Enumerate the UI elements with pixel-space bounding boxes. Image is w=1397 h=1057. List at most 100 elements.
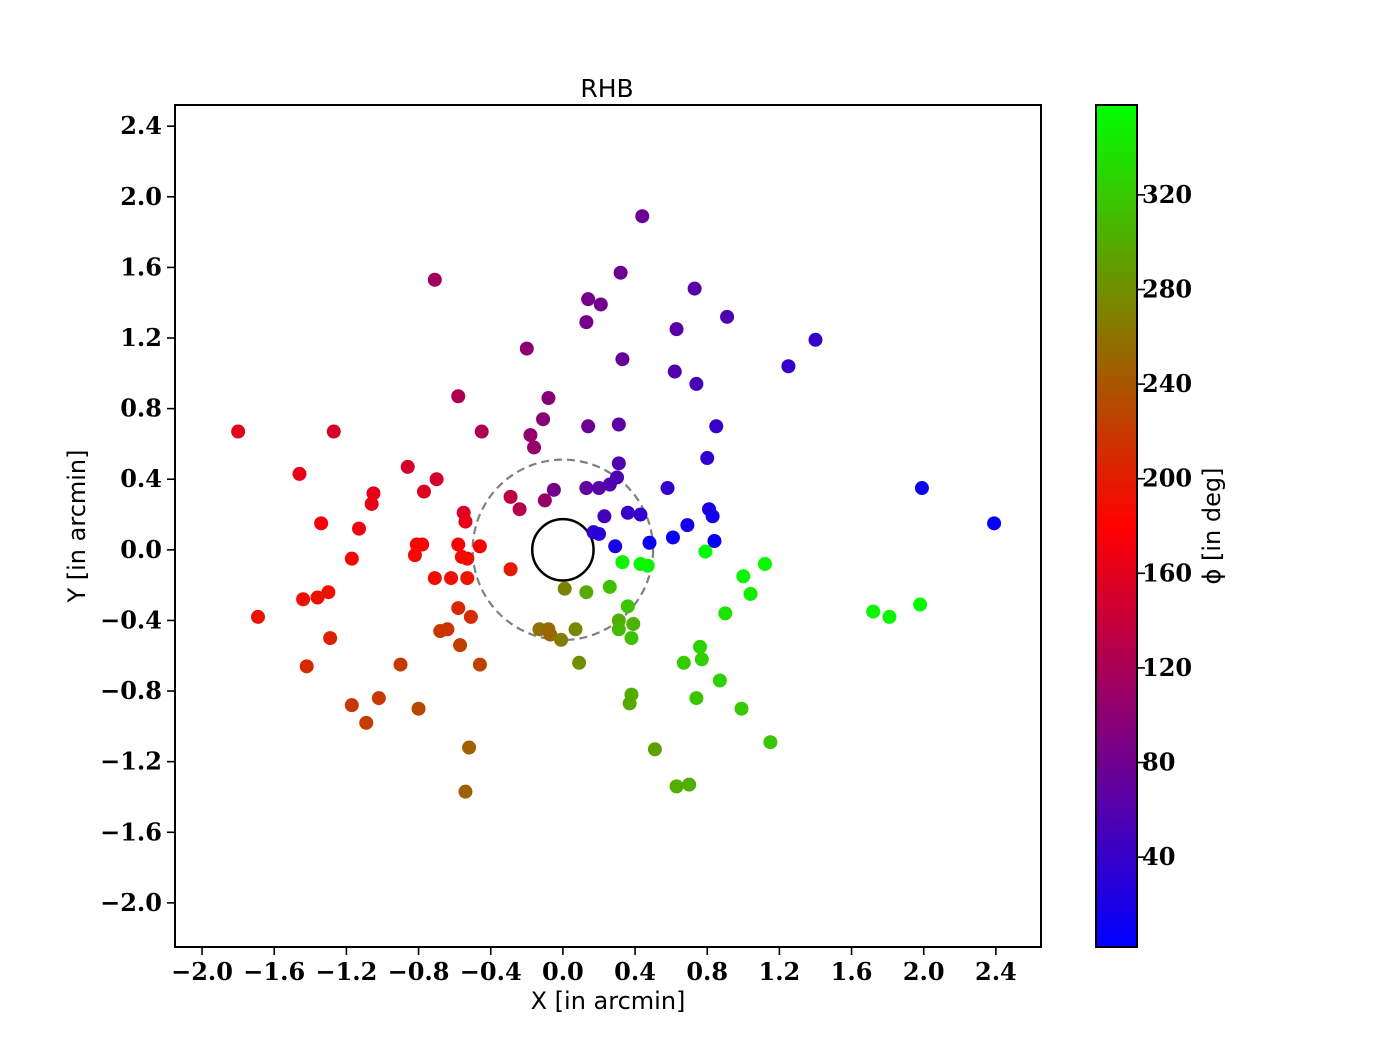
y-tick-label: 0.0 (120, 535, 162, 564)
y-axis-label: Y [in arcmin] (63, 449, 91, 603)
data-point (344, 698, 359, 713)
data-point (611, 456, 626, 471)
data-point (611, 417, 626, 432)
y-tick-label: −1.2 (100, 747, 162, 776)
colorbar: 40 80 120 160 200 240 280 320 ϕ [in deg] (1095, 104, 1226, 948)
x-axis-label: X [in arcmin] (531, 987, 686, 1015)
data-point (736, 569, 751, 584)
data-point (299, 659, 314, 674)
colorbar-tick-label: 240 (1142, 369, 1192, 398)
data-point (458, 514, 473, 529)
y-tick-label: 2.4 (120, 111, 162, 140)
data-point (608, 539, 623, 554)
data-point (757, 556, 772, 571)
x-tick-label: 2.4 (975, 957, 1017, 986)
data-point (613, 265, 628, 280)
data-points (231, 209, 1002, 799)
data-point (635, 209, 650, 224)
x-tick-label: 0.8 (686, 957, 728, 986)
data-point (231, 424, 246, 439)
y-tick-label: −2.0 (100, 888, 162, 917)
data-point (537, 493, 552, 508)
data-point (460, 571, 475, 586)
data-point (866, 604, 881, 619)
data-point (687, 281, 702, 296)
data-point (633, 507, 648, 522)
data-point (579, 315, 594, 330)
data-point (914, 481, 929, 496)
data-point (310, 590, 325, 605)
data-point (323, 631, 338, 646)
data-point (463, 609, 478, 624)
x-tick-label: 2.0 (903, 957, 945, 986)
data-point (882, 609, 897, 624)
data-point (371, 691, 386, 706)
plot-frame (174, 104, 1042, 948)
x-tick-label: 0.4 (614, 957, 656, 986)
data-point (326, 424, 341, 439)
data-point (734, 701, 749, 716)
data-point (429, 472, 444, 487)
data-point (503, 562, 518, 577)
data-point (451, 537, 466, 552)
data-point (987, 516, 1002, 531)
dashed-reference-circle (471, 458, 655, 642)
data-point (433, 624, 448, 639)
colorbar-tick-label: 280 (1142, 274, 1192, 303)
data-point (620, 599, 635, 614)
data-point (712, 673, 727, 688)
data-point (591, 481, 606, 496)
y-tick-label: 2.0 (120, 182, 162, 211)
colorbar-tick-label: 80 (1142, 748, 1175, 777)
data-point (503, 489, 518, 504)
data-point (462, 740, 477, 755)
data-point (622, 696, 637, 711)
data-point (667, 364, 682, 379)
colorbar-gradient (1095, 104, 1138, 948)
data-point (393, 657, 408, 672)
data-point (718, 606, 733, 621)
data-point (427, 272, 442, 287)
y-tick-label: −1.6 (100, 817, 162, 846)
data-point (682, 777, 697, 792)
data-point (689, 376, 704, 391)
colorbar-tick-label: 320 (1142, 180, 1192, 209)
x-tick-label: −1.6 (243, 957, 305, 986)
data-point (694, 652, 709, 667)
x-tick-label: −0.8 (388, 957, 450, 986)
data-point (314, 516, 329, 531)
data-point (665, 530, 680, 545)
data-point (743, 586, 758, 601)
data-point (444, 571, 459, 586)
solid-center-circle (530, 517, 595, 582)
data-point (572, 655, 587, 670)
data-point (472, 539, 487, 554)
data-point (416, 484, 431, 499)
data-point (292, 466, 307, 481)
x-tick-label: 1.6 (831, 957, 873, 986)
data-point (411, 701, 426, 716)
data-point (472, 657, 487, 672)
colorbar-label: ϕ [in deg] (1198, 468, 1226, 585)
data-point (913, 597, 928, 612)
data-point (615, 352, 630, 367)
data-point (597, 509, 612, 524)
x-tick-label: −2.0 (171, 957, 233, 986)
data-point (676, 655, 691, 670)
x-tick-label: −1.2 (315, 957, 377, 986)
data-point (512, 502, 527, 517)
data-point (344, 551, 359, 566)
data-point (647, 742, 662, 757)
data-point (626, 616, 641, 631)
data-point (593, 297, 608, 312)
data-point (700, 451, 715, 466)
data-point (568, 622, 583, 637)
x-tick-label: 0.0 (542, 957, 584, 986)
data-point (581, 292, 596, 307)
data-point (709, 419, 724, 434)
data-point (693, 639, 708, 654)
x-tick-label: 1.2 (759, 957, 801, 986)
y-tick-label: −0.4 (100, 605, 162, 634)
